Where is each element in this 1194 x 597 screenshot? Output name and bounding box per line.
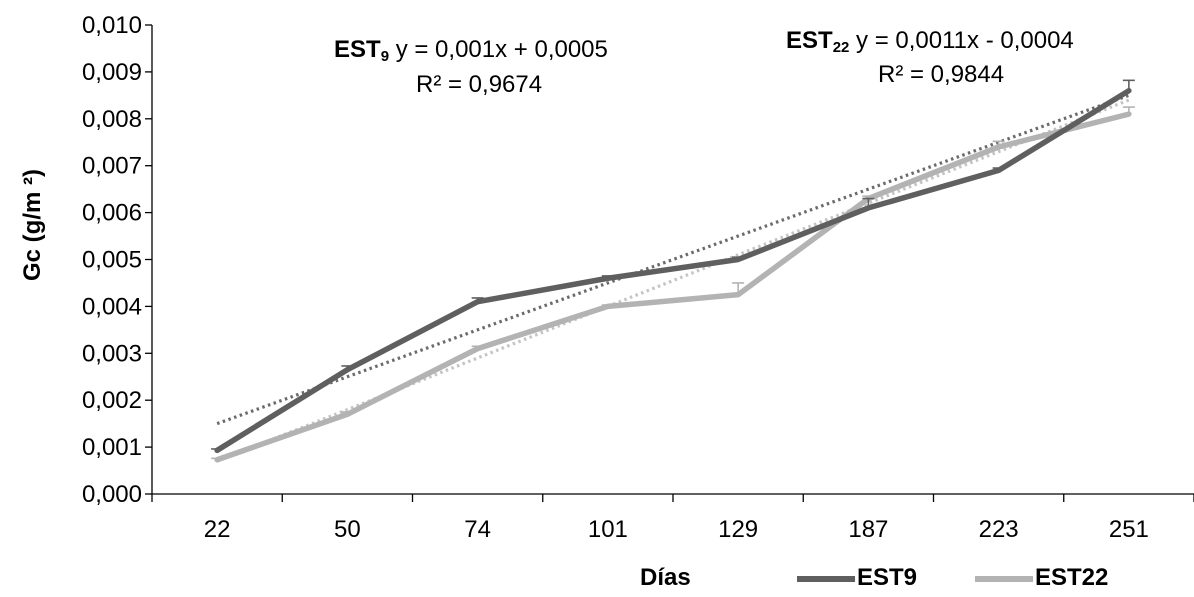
y-tick-label: 0,004 [82,293,142,320]
legend-swatch-est9 [797,575,855,582]
est9-r2: R² = 0,9674 [416,71,543,98]
y-tick-label: 0,005 [82,247,142,274]
x-tick-label: 129 [718,516,758,543]
x-tick-label: 187 [848,516,888,543]
x-tick-label: 251 [1109,516,1149,543]
x-tick-label: 101 [588,516,628,543]
chart-axes [145,24,1194,502]
y-tick-label: 0,007 [82,153,142,180]
est22-r2: R² = 0,9844 [878,61,1005,88]
est9-eq-label: EST9 [334,36,390,65]
y-tick-label: 0,009 [82,59,142,86]
y-tick-label: 0,001 [82,434,142,461]
est22-eq-label: EST22 [786,27,850,56]
series-lines [214,87,1132,463]
est9-equation: EST9 y = 0,001x + 0,0005 [334,36,608,65]
y-axis-label: Gc (g/m ²) [19,169,46,281]
legend-label-est9: EST9 [857,564,918,591]
series-line-est9 [214,87,1132,454]
y-tick-label: 0,002 [82,387,142,414]
series-line-est22 [214,111,1132,463]
est9-eq-text: y = 0,001x + 0,0005 [395,36,608,63]
x-axis-label: Días [640,564,691,591]
y-tick-label: 0,000 [82,481,142,508]
y-tick-label: 0,010 [82,12,142,39]
est22-equation: EST22 y = 0,0011x - 0,0004 [786,27,1074,56]
trendline-est22 [216,98,1130,463]
x-tick-label: 22 [204,516,231,543]
tick-labels: 0,000 0,001 0,002 0,003 0,004 0,005 0,006 0,007… [82,12,1149,543]
x-tick-label: 223 [979,516,1019,543]
y-tick-label: 0,008 [82,106,142,133]
legend-item-est9: EST9 [797,566,917,590]
trendline-est9 [216,93,1130,426]
legend-item-est22: EST22 [975,566,1108,590]
error-bars [211,79,1135,460]
legend-label-est22: EST22 [1035,564,1109,591]
y-tick-label: 0,006 [82,200,142,227]
x-tick-label: 74 [464,516,491,543]
x-tick-label: 50 [334,516,361,543]
legend-swatch-est22 [975,575,1033,582]
y-tick-label: 0,003 [82,340,142,367]
est22-eq-text: y = 0,0011x - 0,0004 [856,27,1074,54]
